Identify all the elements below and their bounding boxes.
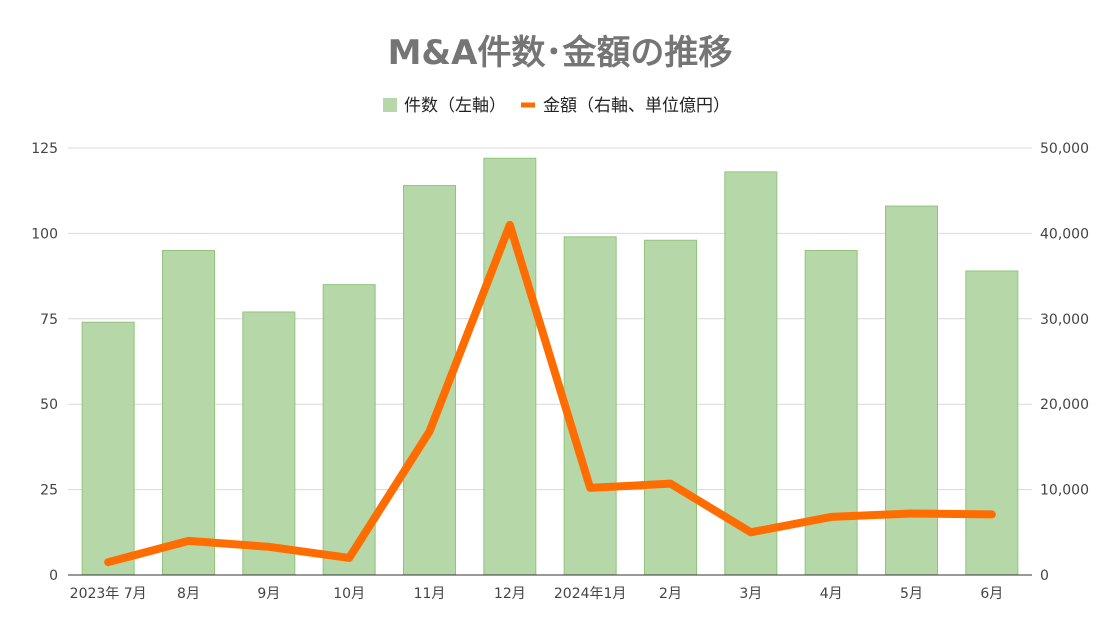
- bar: [242, 311, 296, 576]
- y-right-tick-label: 10,000: [1040, 483, 1089, 499]
- x-tick-label: 8月: [177, 586, 200, 602]
- y-left-tick-label: 75: [40, 312, 58, 328]
- chart-title: M&A件数･金額の推移: [388, 33, 733, 73]
- legend: 件数（左軸） 金額（右軸、単位億円）: [383, 96, 730, 116]
- y-right-tick-label: 0: [1040, 568, 1049, 584]
- bar: [644, 239, 697, 576]
- y-left-tick-label: 125: [31, 141, 58, 157]
- x-tick-label: 2024年1月: [554, 586, 627, 602]
- bar: [885, 205, 938, 576]
- y-right-tick-label: 20,000: [1040, 397, 1089, 413]
- legend-item-amount: 金額（右軸、単位億円）: [521, 96, 730, 116]
- x-tick-label: 3月: [739, 586, 762, 602]
- x-tick-label: 2023年 7月: [70, 586, 147, 602]
- x-axis: 2023年 7月 8月 9月 10月 11月 12月 2024年1月 2月 3月 4月 5月 6月: [68, 574, 1032, 602]
- x-tick-label: 11月: [414, 586, 446, 602]
- line-series: [104, 220, 996, 567]
- y-right-tick-label: 50,000: [1040, 141, 1089, 157]
- grid: [68, 147, 1032, 491]
- legend-label: 金額（右軸、単位億円）: [543, 96, 730, 116]
- y-right-tick-label: 40,000: [1040, 226, 1089, 242]
- y-left-tick-label: 100: [31, 226, 58, 242]
- y-left-tick-label: 50: [40, 397, 58, 413]
- bar: [483, 157, 537, 576]
- x-tick-label: 4月: [820, 586, 843, 602]
- x-tick-label: 10月: [333, 586, 365, 602]
- x-tick-label: 6月: [980, 586, 1003, 602]
- y-left-tick-label: 0: [49, 568, 58, 584]
- y-right-tick-label: 30,000: [1040, 312, 1089, 328]
- x-tick-label: 9月: [257, 586, 280, 602]
- bar: [563, 236, 617, 576]
- y-axis-left: 0 25 50 75 100 125: [31, 141, 58, 584]
- legend-swatch-bar: [383, 98, 397, 112]
- x-tick-label: 5月: [900, 586, 923, 602]
- bar: [804, 249, 858, 576]
- x-tick-label: 12月: [494, 586, 526, 602]
- bar: [81, 321, 135, 576]
- bar: [724, 171, 778, 576]
- y-axis-right: 0 10,000 20,000 30,000 40,000 50,000: [1040, 141, 1089, 584]
- bar: [162, 249, 215, 576]
- bar: [965, 270, 1019, 576]
- legend-label: 件数（左軸）: [404, 96, 506, 116]
- legend-item-count: 件数（左軸）: [383, 96, 506, 116]
- amount-line: [104, 220, 996, 567]
- y-left-tick-label: 25: [40, 483, 58, 499]
- x-tick-label: 2月: [659, 586, 682, 602]
